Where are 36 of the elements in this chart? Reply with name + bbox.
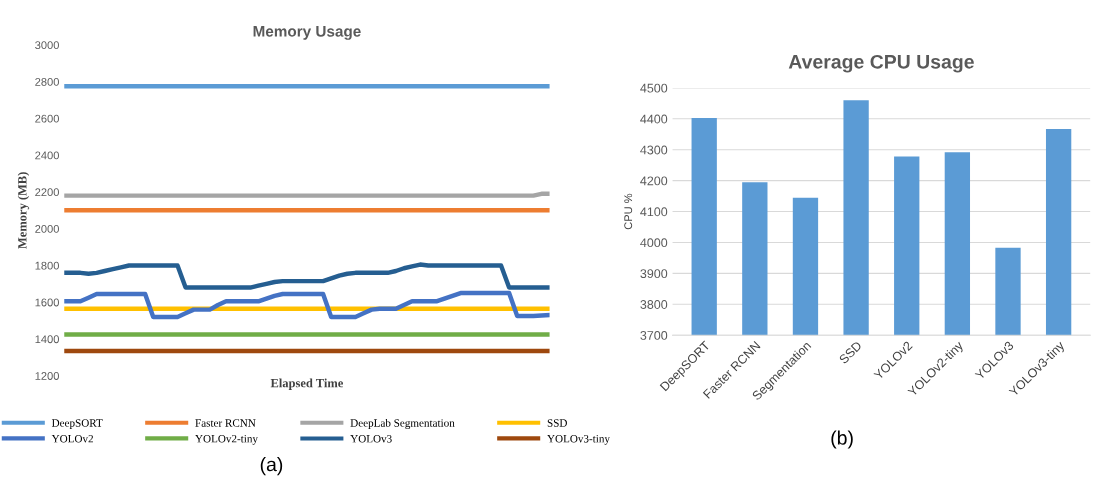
y-tick-label: 1200	[35, 372, 59, 380]
chart-title: Average CPU Usage	[788, 54, 974, 73]
legend-label: Faster RCNN	[195, 419, 256, 427]
y-axis-title: CPU %	[624, 193, 633, 230]
y-tick-label: 3900	[640, 269, 668, 279]
y-tick-label: 4200	[640, 176, 668, 186]
y-tick-label: 2000	[35, 224, 59, 233]
y-tick-label: 2400	[35, 151, 59, 160]
legend-label: YOLOv2-tiny	[195, 434, 258, 445]
y-tick-label: 3700	[640, 331, 668, 340]
y-tick-label: 4000	[640, 238, 668, 248]
y-tick-label: 3800	[640, 300, 668, 309]
legend-label: YOLOv2	[51, 434, 93, 443]
y-tick-label: 2600	[35, 114, 59, 123]
legend-label: SSD	[547, 419, 567, 427]
chart-title: Memory Usage	[253, 26, 361, 40]
x-axis-title: Elapsed Time	[270, 378, 344, 390]
y-axis-title: Memory (MB)	[17, 172, 30, 249]
y-tick-label: 3000	[35, 41, 59, 50]
legend-label: YOLOv3-tiny	[547, 434, 610, 445]
y-tick-label: 2800	[35, 77, 59, 86]
y-tick-label: 4400	[640, 114, 668, 124]
legend-label: DeepLab Segmentation	[350, 418, 455, 430]
y-tick-label: 1800	[35, 261, 59, 270]
line-series	[64, 262, 550, 290]
y-tick-label: 1600	[35, 298, 59, 307]
text: (b)	[831, 430, 853, 449]
legend-label: YOLOv3	[350, 435, 392, 443]
y-tick-label: 4300	[640, 145, 668, 155]
text: (a)	[260, 457, 283, 476]
y-tick-label: 1400	[35, 335, 59, 344]
y-tick-label: 4500	[640, 83, 668, 93]
legend-label: DeepSORT	[51, 419, 103, 429]
line-series	[64, 290, 550, 320]
y-tick-label: 4100	[640, 207, 668, 217]
y-tick-label: 2200	[35, 188, 59, 197]
